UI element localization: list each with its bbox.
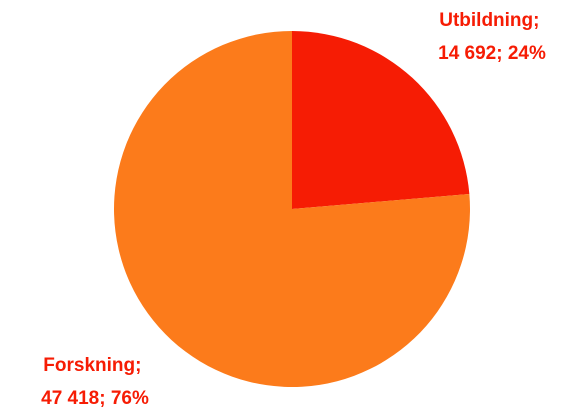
pie-slice-utbildning bbox=[292, 31, 470, 209]
pie-slices bbox=[113, 31, 470, 387]
slice-label-utbildning-value: 14 692; 24% bbox=[438, 43, 546, 64]
slice-label-forskning-name: Forskning; bbox=[43, 355, 141, 376]
slice-label-forskning: Forskning; 47 418; 76% bbox=[41, 355, 149, 409]
slice-label-utbildning-name: Utbildning; bbox=[439, 10, 539, 31]
slice-label-forskning-value: 47 418; 76% bbox=[41, 388, 149, 409]
slice-label-utbildning: Utbildning; 14 692; 24% bbox=[438, 10, 546, 64]
pie-labels: Utbildning; 14 692; 24% Forskning; 47 41… bbox=[41, 10, 546, 409]
pie-slice-forskning bbox=[113, 31, 470, 387]
